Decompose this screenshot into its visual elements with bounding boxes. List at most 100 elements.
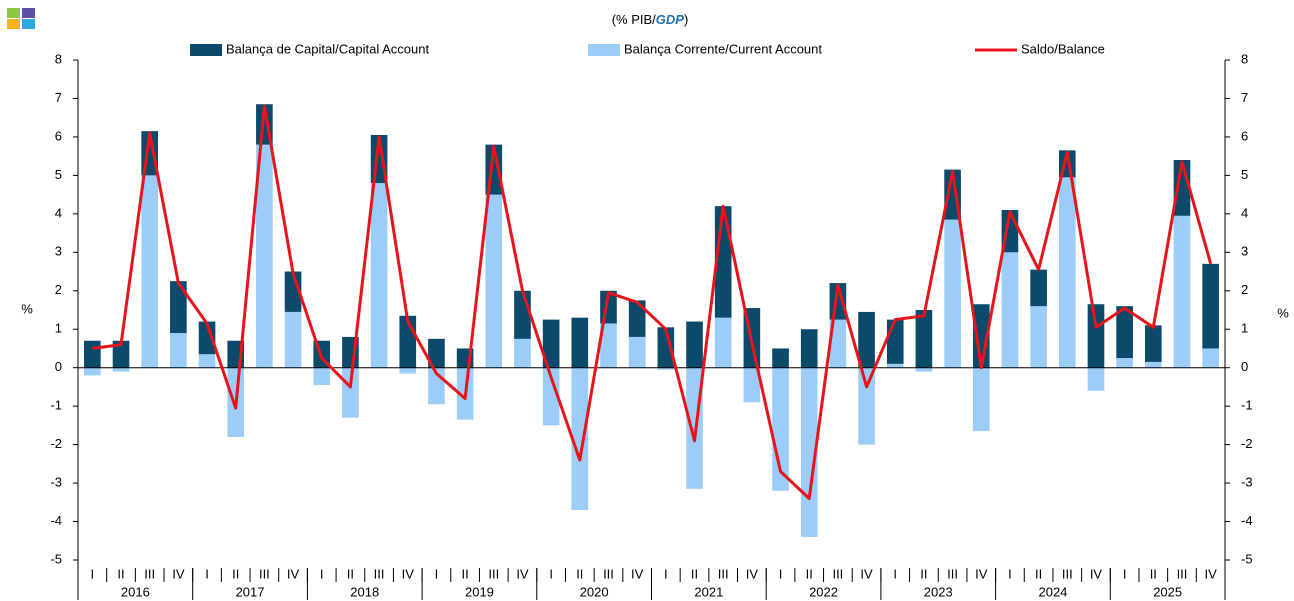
y-tick-label: -3 [50,475,62,490]
bar [858,367,875,445]
year-label: 2024 [1038,584,1067,599]
bar [542,319,560,368]
x-tick-label: III [488,566,499,581]
bar [1087,367,1105,391]
x-tick-label: II [576,566,583,581]
bar [112,340,130,368]
bar [714,317,732,368]
bar [628,300,646,337]
bar [1030,269,1047,307]
y-tick-label: 8 [55,51,62,66]
bar [542,367,560,426]
x-tick-label: II [347,566,354,581]
bar [198,321,216,355]
x-tick-label: I [205,566,209,581]
y2-tick-label: -4 [1241,513,1253,528]
bar [1173,215,1191,368]
bar [1116,358,1133,368]
bar [485,194,503,368]
bar [514,338,531,368]
x-tick-label: I [779,566,783,581]
bar [370,183,388,368]
x-tick-label: III [144,566,155,581]
bar [313,367,331,385]
legend-swatch [190,44,222,56]
bar [858,311,875,368]
bar [571,317,589,368]
x-tick-label: II [1150,566,1157,581]
bar [284,311,302,368]
y2-tick-label: -5 [1241,551,1253,566]
y-tick-label: 7 [55,90,62,105]
y-tick-label: -1 [50,398,62,413]
bar [657,327,675,368]
x-tick-label: I [1008,566,1012,581]
x-tick-label: II [691,566,698,581]
y2-axis-label: % [1277,305,1289,320]
y2-tick-label: 4 [1241,205,1248,220]
x-tick-label: II [117,566,124,581]
title-part: ) [684,12,688,27]
bar [772,348,789,368]
logo [7,8,20,18]
bar [112,367,130,372]
bar [886,319,904,364]
x-tick-label: IV [975,566,988,581]
y2-tick-label: -1 [1241,398,1253,413]
bar [170,281,187,334]
bar [1030,306,1047,368]
x-tick-label: IV [402,566,415,581]
x-tick-label: III [832,566,843,581]
x-tick-label: III [1177,566,1188,581]
y2-tick-label: 1 [1241,321,1248,336]
bar [428,338,445,368]
bar [1087,304,1105,368]
bar [342,367,359,418]
bar [198,354,216,368]
x-tick-label: IV [860,566,873,581]
x-tick-label: II [920,566,927,581]
bar [772,367,789,491]
year-label: 2019 [465,584,494,599]
y-tick-label: 1 [55,321,62,336]
y2-tick-label: 6 [1241,128,1248,143]
x-tick-label: I [664,566,668,581]
bar [743,367,761,403]
bar [84,367,101,376]
bar [514,290,531,339]
bar [170,333,187,368]
x-tick-label: I [320,566,324,581]
bar [1202,348,1219,368]
logo [7,19,20,29]
y-tick-label: 0 [55,359,62,374]
bar [628,336,646,368]
x-tick-label: I [1123,566,1127,581]
legend-label: Balança de Capital/Capital Account [226,41,429,56]
y2-tick-label: 2 [1241,282,1248,297]
y2-tick-label: -3 [1241,475,1253,490]
y-tick-label: 2 [55,282,62,297]
x-tick-label: IV [1090,566,1103,581]
x-tick-label: II [1035,566,1042,581]
year-label: 2016 [121,584,150,599]
y2-tick-label: -2 [1241,436,1253,451]
y-tick-label: -4 [50,513,62,528]
y2-tick-label: 5 [1241,167,1248,182]
bar [399,367,417,374]
bar [256,144,273,368]
x-tick-label: II [806,566,813,581]
x-tick-label: II [232,566,239,581]
legend-swatch [588,44,620,56]
bar [571,367,589,510]
x-tick-label: III [259,566,270,581]
x-tick-label: I [549,566,553,581]
y-tick-label: -2 [50,436,62,451]
bar [141,175,159,368]
bar [1144,325,1162,362]
logo [22,8,35,18]
bar [1202,263,1219,349]
legend-label: Saldo/Balance [1021,41,1105,56]
title-part: GDP [656,12,685,27]
x-tick-label: IV [172,566,185,581]
